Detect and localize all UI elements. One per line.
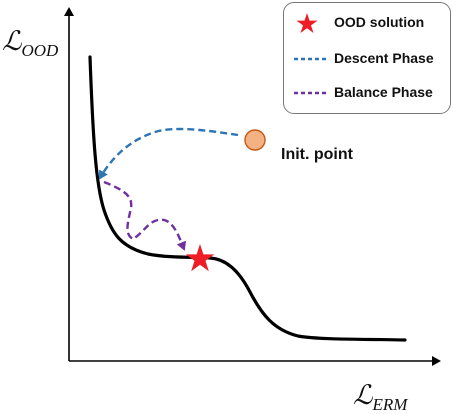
x-axis-label-main: ℒ: [353, 380, 373, 410]
star-icon: [296, 13, 318, 33]
y-axis-label-subscript: OOD: [21, 41, 59, 60]
legend-label-balance-phase: Balance Phase: [334, 84, 433, 100]
legend: OOD solution Descent Phase Balance Phase: [283, 2, 451, 114]
x-axis-label: ℒERM: [353, 380, 407, 414]
init-point-label: Init. point: [281, 146, 353, 163]
descent-phase-arrow: [98, 127, 239, 180]
legend-item-ood-solution: OOD solution: [284, 11, 450, 35]
legend-item-balance-phase: Balance Phase: [284, 81, 450, 105]
ood-solution-star: [185, 244, 215, 272]
loss-curve: [88, 55, 407, 342]
purple-dashed-line-icon: [294, 91, 326, 95]
init-point-marker: [244, 129, 266, 151]
legend-label-descent-phase: Descent Phase: [334, 50, 434, 66]
loss-landscape-diagram: [64, 7, 441, 366]
legend-item-descent-phase: Descent Phase: [284, 47, 450, 71]
y-axis-label-main: ℒ: [2, 26, 22, 56]
legend-label-ood-solution: OOD solution: [334, 14, 425, 30]
y-axis-label: ℒOOD: [2, 26, 59, 60]
blue-dashed-line-icon: [294, 57, 326, 61]
balance-phase-arrow: [103, 180, 187, 251]
